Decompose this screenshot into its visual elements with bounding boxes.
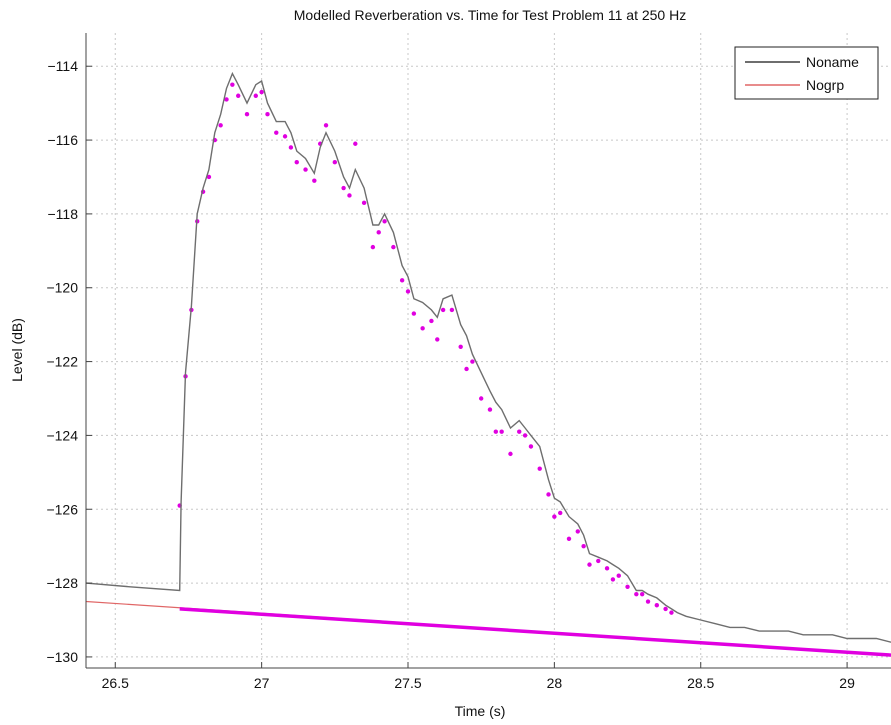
marker-point (282, 134, 288, 139)
marker-point (566, 536, 572, 541)
marker-point (625, 584, 630, 589)
x-tick-label: 26.5 (102, 675, 129, 691)
marker-point (218, 123, 223, 128)
plot-background (86, 33, 891, 668)
marker-point (537, 466, 542, 471)
marker-point (458, 344, 463, 350)
marker-point (508, 451, 513, 457)
series-layer (85, 71, 891, 657)
marker-point (669, 610, 674, 615)
y-tick-label: −114 (48, 58, 79, 74)
marker-point (244, 112, 250, 117)
series-marker-band (179, 607, 891, 657)
marker-point (341, 185, 346, 191)
marker-point (558, 510, 563, 516)
marker-point (405, 289, 411, 294)
marker-point (639, 591, 645, 597)
marker-point (552, 514, 557, 519)
marker-point (493, 429, 499, 434)
marker-point (361, 200, 367, 206)
y-tick-label: −130 (46, 649, 78, 665)
marker-point (429, 318, 434, 324)
legend-box (734, 46, 879, 100)
marker-point (370, 244, 376, 250)
marker-point (575, 529, 580, 534)
marker-point (347, 193, 352, 198)
y-tick-label: −118 (48, 206, 79, 222)
marker-point (206, 174, 212, 180)
x-tick-label: 28 (547, 675, 563, 691)
legend-label-nogrp: Nogrp (806, 77, 844, 93)
y-tick-label: −120 (46, 280, 78, 296)
y-tick-label: −124 (46, 427, 78, 443)
marker-point (487, 407, 493, 412)
x-tick-label: 28.5 (687, 675, 714, 691)
marker-point (634, 591, 639, 597)
marker-point (581, 543, 586, 549)
marker-point (353, 141, 358, 146)
marker-point (288, 145, 294, 150)
marker-point (610, 577, 616, 582)
marker-point (265, 112, 270, 117)
marker-point (391, 244, 396, 250)
marker-point (478, 396, 484, 401)
y-tick-label: −116 (48, 132, 79, 148)
marker-point (259, 89, 264, 95)
chart-title: Modelled Reverberation vs. Time for Test… (294, 7, 686, 23)
marker-point (616, 573, 621, 578)
marker-point (522, 433, 528, 438)
marker-point (399, 278, 405, 283)
marker-point (517, 429, 522, 434)
y-tick-label: −126 (46, 501, 78, 517)
marker-point (546, 492, 551, 497)
marker-point (440, 307, 446, 313)
marker-point (435, 337, 440, 342)
marker-point (294, 160, 299, 165)
marker-point (303, 167, 308, 172)
marker-point (470, 359, 475, 364)
marker-point (382, 219, 387, 224)
marker-point (449, 307, 455, 313)
marker-point (312, 178, 317, 183)
marker-point (596, 558, 601, 564)
marker-point (499, 429, 504, 434)
marker-point (464, 366, 469, 372)
x-tick-label: 29 (839, 675, 855, 691)
marker-point (230, 82, 235, 87)
series-noname-line (85, 71, 891, 643)
marker-point (224, 97, 229, 102)
marker-point (604, 566, 610, 571)
marker-point (274, 130, 279, 135)
y-axis-label: Level (dB) (9, 318, 25, 382)
y-tick-label: −122 (46, 354, 78, 370)
x-tick-label: 27 (254, 675, 270, 691)
marker-point (253, 93, 258, 98)
marker-point (663, 606, 668, 612)
axes (85, 33, 891, 669)
grid (86, 33, 891, 668)
marker-point (236, 93, 241, 98)
y-ticks: −130 −128 −126 −124 −122 −120 −118 −116 −114 (46, 58, 92, 665)
x-ticks: 26.5 27 27.5 28 28.5 29 (102, 662, 855, 691)
x-axis-label: Time (s) (455, 703, 506, 719)
marker-point (654, 603, 660, 608)
legend: Noname Nogrp (734, 46, 879, 100)
x-tick-label: 27.5 (394, 675, 421, 691)
y-tick-label: −128 (46, 575, 78, 591)
marker-point (645, 599, 651, 604)
marker-point (323, 123, 329, 128)
marker-point (411, 311, 417, 316)
marker-point (332, 160, 338, 165)
marker-point (528, 444, 534, 449)
marker-point (587, 562, 592, 567)
legend-label-noname: Noname (806, 54, 859, 70)
marker-point (420, 326, 425, 331)
marker-point (376, 230, 381, 235)
